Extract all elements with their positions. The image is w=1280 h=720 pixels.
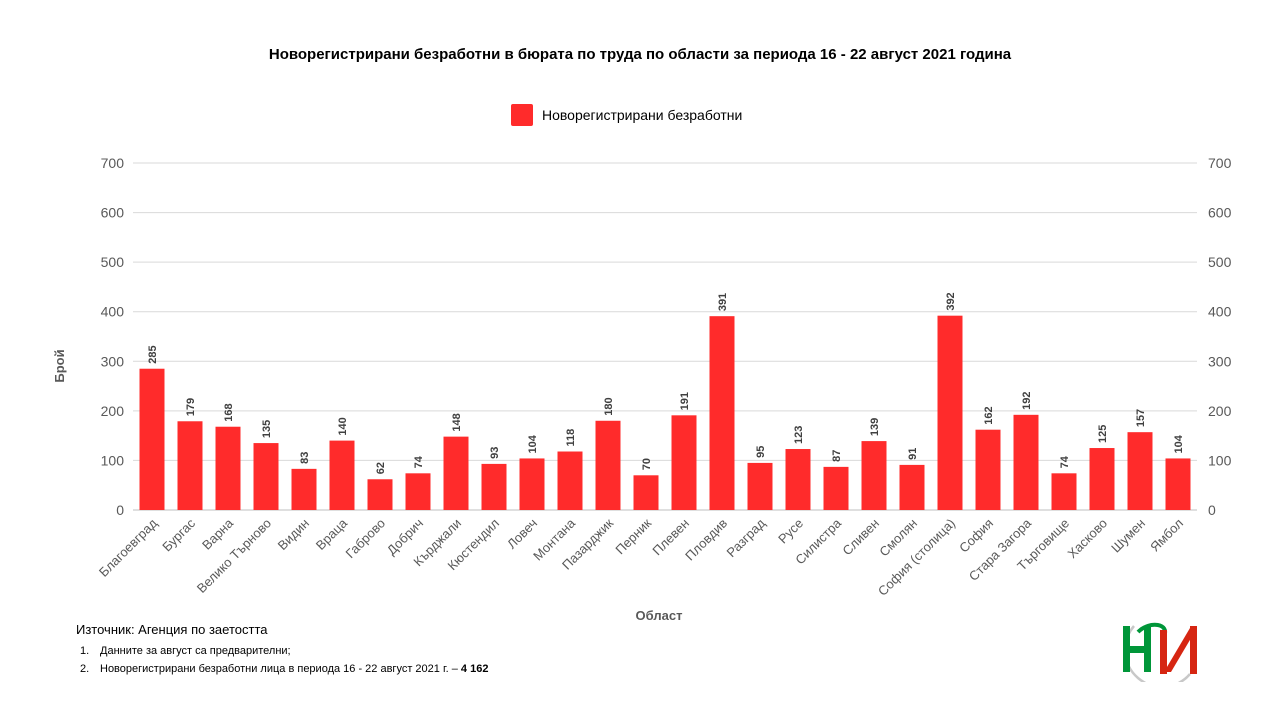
chart-title: Новорегистрирани безработни в бюрата по …	[268, 46, 1012, 63]
y-tick-label-right: 700	[1208, 155, 1232, 171]
x-tick-label: Шумен	[1108, 516, 1148, 556]
bar	[367, 479, 393, 510]
data-label: 74	[1059, 455, 1071, 468]
source-note: Източник: Агенция по заетостта	[76, 622, 268, 637]
y-tick-label-right: 600	[1208, 205, 1232, 221]
bar	[443, 436, 469, 510]
y-tick-label-left: 100	[101, 452, 125, 468]
data-label: 135	[261, 420, 273, 438]
x-tick-label: Ловеч	[504, 516, 540, 552]
y-axis-title: Брой	[52, 349, 67, 382]
bar	[1127, 432, 1153, 510]
data-label: 157	[1135, 409, 1147, 427]
nsi-logo-icon	[1123, 622, 1197, 682]
bar	[1013, 414, 1039, 510]
data-label: 95	[755, 446, 767, 458]
bar	[671, 415, 697, 510]
x-tick-label: Ямбол	[1147, 516, 1186, 555]
data-label: 191	[679, 392, 691, 410]
x-tick-label: Габрово	[343, 516, 389, 562]
footnote-1: 1. Данните за август са предварителни;	[80, 645, 291, 657]
legend-swatch	[511, 104, 533, 126]
legend-label: Новорегистрирани безработни	[542, 107, 743, 123]
bar	[823, 466, 849, 510]
bar	[709, 316, 735, 510]
data-label: 168	[223, 403, 235, 421]
bar	[785, 449, 811, 510]
bar	[633, 475, 659, 510]
y-tick-label-left: 200	[101, 403, 125, 419]
data-label: 125	[1097, 425, 1109, 443]
footnotes: 1. Данните за август са предварителни; 2.…	[80, 645, 488, 681]
data-label: 91	[907, 448, 919, 460]
bar	[481, 463, 507, 510]
data-label: 123	[793, 426, 805, 444]
data-label: 118	[565, 429, 577, 447]
x-tick-label: Бургас	[159, 515, 198, 554]
bar	[861, 441, 887, 510]
data-label: 139	[869, 418, 881, 436]
bar	[937, 315, 963, 510]
x-tick-label: Видин	[275, 516, 312, 553]
bar	[291, 468, 317, 510]
bar	[595, 420, 621, 510]
data-label: 192	[1021, 391, 1033, 409]
x-tick-label: Пловдив	[682, 515, 730, 563]
data-label: 162	[983, 406, 995, 424]
y-tick-label-left: 700	[101, 155, 125, 171]
data-label: 87	[831, 450, 843, 462]
y-tick-label-left: 300	[101, 353, 125, 369]
data-label: 104	[527, 434, 539, 453]
data-label: 93	[489, 447, 501, 459]
x-tick-label: Русе	[775, 516, 806, 547]
total-value: 4 162	[460, 663, 489, 675]
bar	[557, 451, 583, 510]
footnote-2: 2. Новорегистрирани безработни лица в пер…	[80, 663, 489, 675]
data-label: 285	[147, 345, 159, 363]
y-tick-label-left: 400	[101, 304, 125, 320]
bar	[329, 440, 355, 510]
data-label: 83	[299, 452, 311, 464]
data-label: 140	[337, 417, 349, 435]
y-tick-label-left: 500	[101, 254, 125, 270]
bar	[747, 462, 773, 510]
bar	[253, 443, 279, 510]
data-label: 148	[451, 413, 463, 431]
bar	[1089, 448, 1115, 510]
data-label: 180	[603, 397, 615, 415]
bar	[1051, 473, 1077, 510]
x-tick-label: Сливен	[839, 516, 882, 559]
data-label: 104	[1173, 434, 1185, 453]
y-tick-label-right: 200	[1208, 403, 1232, 419]
data-label: 70	[641, 458, 653, 470]
bar	[215, 426, 241, 510]
bar	[177, 421, 203, 510]
bar	[975, 429, 1001, 510]
y-tick-label-right: 100	[1208, 452, 1232, 468]
bar	[519, 458, 545, 510]
x-tick-label: Разград	[724, 515, 769, 560]
bar	[1165, 458, 1191, 510]
legend: Новорегистрирани безработни	[511, 104, 742, 126]
y-tick-label-left: 600	[101, 205, 125, 221]
y-tick-label-right: 400	[1208, 304, 1232, 320]
data-label: 179	[185, 398, 197, 416]
data-label: 392	[945, 292, 957, 310]
data-label: 62	[375, 462, 387, 474]
x-tick-label: Благоевград	[96, 515, 161, 580]
y-tick-label-right: 300	[1208, 353, 1232, 369]
x-axis-title: Област	[636, 608, 683, 623]
data-label: 74	[413, 455, 425, 468]
x-tick-label: Перник	[612, 515, 654, 557]
y-tick-label-left: 0	[116, 502, 124, 518]
bar	[405, 473, 431, 510]
data-label: 391	[717, 293, 729, 311]
y-tick-label-right: 0	[1208, 502, 1216, 518]
bar	[899, 464, 925, 510]
y-tick-label-right: 500	[1208, 254, 1232, 270]
x-tick-label: Хасково	[1065, 516, 1111, 562]
bar	[139, 368, 165, 510]
